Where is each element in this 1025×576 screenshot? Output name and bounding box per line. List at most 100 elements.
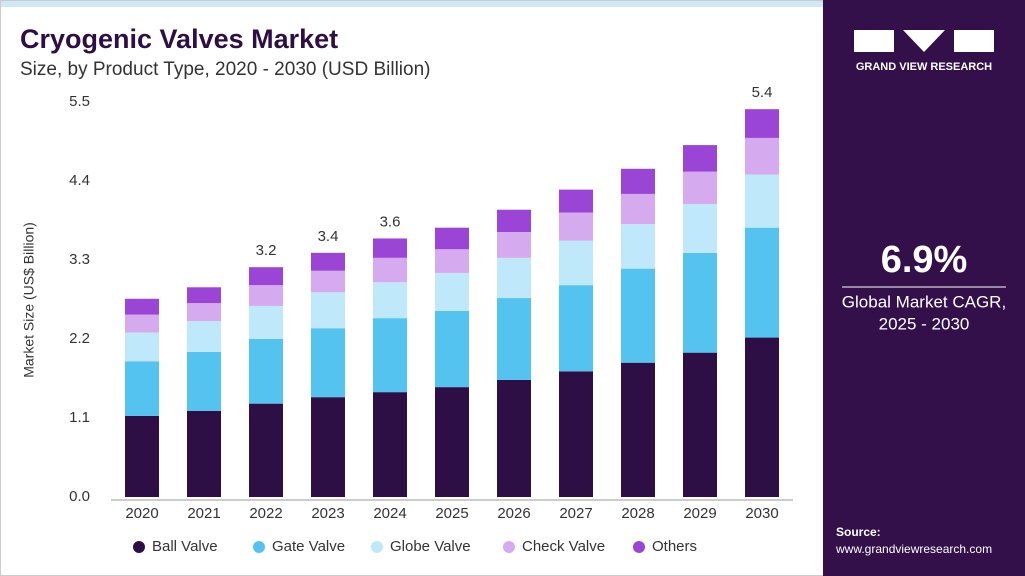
bar-segment: [125, 314, 159, 333]
chart-subtitle: Size, by Product Type, 2020 - 2030 (USD …: [20, 59, 430, 80]
bar-segment: [187, 321, 221, 352]
bar-segment: [187, 410, 221, 497]
bar-segment: [559, 212, 593, 241]
top-strip: [0, 0, 823, 7]
bar-segment: [311, 292, 345, 329]
logo-block: [954, 30, 994, 52]
bar-segment: [559, 371, 593, 497]
bar-segment: [311, 397, 345, 497]
y-tick-label: 2.2: [69, 330, 90, 347]
bar-segment: [497, 257, 531, 299]
logo: [854, 30, 994, 52]
bar-segment: [497, 209, 531, 232]
bar-segment: [683, 203, 717, 253]
bar-segment: [435, 227, 469, 250]
bar-segment: [249, 305, 283, 339]
brand: GRAND VIEW RESEARCH: [856, 61, 992, 73]
x-tick-label: 2020: [125, 505, 158, 522]
legend-label: Ball Valve: [152, 538, 218, 555]
total-label: 3.4: [318, 228, 339, 245]
bar-segment: [311, 270, 345, 293]
bar-segment: [621, 168, 655, 194]
bar-segment: [497, 298, 531, 380]
bar-segment: [745, 137, 779, 175]
bar-segment: [249, 403, 283, 497]
y-tick-label: 4.4: [69, 172, 90, 189]
legend-marker: [633, 541, 645, 553]
x-tick-label: 2022: [249, 505, 282, 522]
legend-marker: [133, 541, 145, 553]
bar-segment: [373, 238, 407, 258]
y-tick-label: 1.1: [69, 409, 90, 426]
bar-segment: [125, 361, 159, 416]
x-tick-label: 2025: [435, 505, 468, 522]
total-label: 3.2: [256, 242, 277, 259]
bar-segment: [621, 362, 655, 497]
bar-segment: [745, 227, 779, 338]
bar-segment: [683, 252, 717, 353]
y-tick-label: 0.0: [69, 488, 90, 505]
bar-segment: [125, 298, 159, 315]
x-tick-label: 2023: [311, 505, 344, 522]
bar-segment: [373, 392, 407, 497]
legend-marker: [503, 541, 515, 553]
bar-segment: [435, 272, 469, 311]
bar-segment: [187, 303, 221, 322]
bar-segment: [249, 339, 283, 404]
total-label: 5.4: [752, 84, 773, 101]
x-tick-label: 2026: [497, 505, 530, 522]
x-tick-label: 2024: [373, 505, 406, 522]
bar-segment: [125, 415, 159, 497]
bar-segment: [125, 332, 159, 362]
bar-segment: [683, 145, 717, 172]
bar-segment: [621, 268, 655, 363]
bar-segment: [621, 193, 655, 225]
bar-segment: [311, 252, 345, 271]
source-url: www.grandviewresearch.com: [835, 542, 992, 556]
cagr: 6.9%: [881, 239, 968, 281]
bar-segment: [745, 109, 779, 138]
bar-segment: [435, 310, 469, 388]
bar-segment: [683, 171, 717, 204]
x-tick-label: 2028: [621, 505, 654, 522]
bar-segment: [435, 387, 469, 497]
y-tick-label: 3.3: [69, 251, 90, 268]
bar-segment: [559, 285, 593, 372]
x-tick-label: 2029: [683, 505, 716, 522]
x-tick-label: 2021: [187, 505, 220, 522]
total-label: 3.6: [380, 213, 401, 230]
legend-label: Others: [652, 538, 697, 555]
sidebar: [823, 0, 1025, 576]
bar-segment: [435, 249, 469, 273]
source-title: Source:: [836, 525, 881, 539]
bar-segment: [373, 257, 407, 283]
bar-segment: [249, 285, 283, 306]
bar-segment: [745, 174, 779, 228]
legend-label: Gate Valve: [272, 538, 345, 555]
y-axis-label: Market Size (US$ Billion): [21, 222, 37, 378]
bar-segment: [621, 224, 655, 269]
cagr-label: 2025 - 2030: [879, 314, 970, 333]
y-tick-label: 5.5: [69, 93, 90, 110]
bar-segment: [683, 352, 717, 497]
bar-segment: [497, 379, 531, 497]
legend-marker: [371, 541, 383, 553]
legend-label: Check Valve: [522, 538, 605, 555]
logo-block: [854, 30, 894, 52]
logo-block: [903, 30, 945, 52]
x-tick-label: 2030: [745, 505, 778, 522]
chart-title: Cryogenic Valves Market: [20, 24, 338, 54]
bar-segment: [559, 240, 593, 286]
bar-segment: [559, 189, 593, 213]
bar-segment: [373, 318, 407, 393]
bar-segment: [249, 267, 283, 286]
bar-segment: [187, 351, 221, 411]
cagr-label: Global Market CAGR,: [842, 292, 1006, 311]
legend-label: Globe Valve: [390, 538, 471, 555]
x-tick-label: 2027: [559, 505, 592, 522]
bar-segment: [745, 337, 779, 497]
bar-segment: [497, 231, 531, 258]
legend-marker: [253, 541, 265, 553]
bar-segment: [187, 287, 221, 304]
